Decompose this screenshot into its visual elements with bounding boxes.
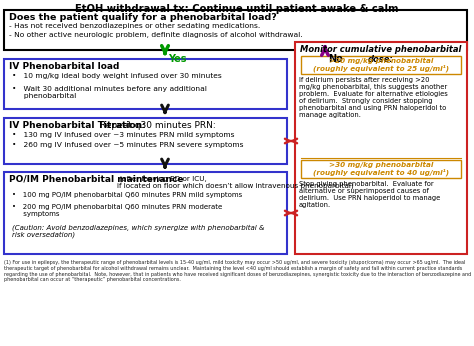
Text: - No other active neurologic problem, definite diagnosis of alcohol withdrawal.: - No other active neurologic problem, de… [9,32,302,38]
Bar [4,59,287,109]
Bar [4,10,467,50]
Text: (after leaving ED or ICU,
if located on floor which doesn’t allow intravenous ph: (after leaving ED or ICU, if located on … [117,175,354,189]
Text: •   200 mg PO/IM phenobarbital Q60 minutes PRN moderate
     symptoms: • 200 mg PO/IM phenobarbital Q60 minutes… [12,204,222,217]
Text: PO/IM Phenobarbital maintenance: PO/IM Phenobarbital maintenance [9,175,183,184]
Text: - Has not received benzodiazepines or other sedating medications.: - Has not received benzodiazepines or ot… [9,23,260,29]
Text: No: No [328,54,343,64]
Text: (1) For use in epilepsy, the therapeutic range of phenobarbital levels is 15-40 : (1) For use in epilepsy, the therapeutic… [4,260,471,282]
Text: IV Phenobarbital load: IV Phenobarbital load [9,62,119,71]
Text: Yes: Yes [168,54,186,64]
Text: >20 mg/kg phenobarbital
(roughly equivalent to 25 ug/ml¹): >20 mg/kg phenobarbital (roughly equival… [313,57,449,72]
Text: Stop giving phenobarbital.  Evaluate for
alternative or superimposed causes of
d: Stop giving phenobarbital. Evaluate for … [299,181,440,208]
Text: >30 mg/kg phenobarbital
(roughly equivalent to 40 ug/ml¹): >30 mg/kg phenobarbital (roughly equival… [313,162,449,176]
Bar [301,56,461,74]
Text: If delirium persists after receiving >20
mg/kg phenobarbital, this suggests anot: If delirium persists after receiving >20… [299,77,448,118]
Text: Monitor cumulative phenobarbital
dose:: Monitor cumulative phenobarbital dose: [301,45,462,64]
Text: •   Wait 30 additional minutes before any additional
     phenobarbital: • Wait 30 additional minutes before any … [12,86,207,99]
Bar [4,118,287,164]
Bar [301,160,461,178]
Text: IV Phenobarbital Titration:: IV Phenobarbital Titration: [9,121,146,130]
Text: EtOH withdrawal tx: Continue until patient awake & calm: EtOH withdrawal tx: Continue until patie… [75,4,399,14]
Text: •   100 mg PO/IM phenobarbital Q60 minutes PRN mild symptoms: • 100 mg PO/IM phenobarbital Q60 minutes… [12,192,242,198]
Bar [295,42,467,254]
Text: •   130 mg IV infused over ~3 minutes PRN mild symptoms: • 130 mg IV infused over ~3 minutes PRN … [12,132,235,138]
Text: •   10 mg/kg ideal body weight infused over 30 minutes: • 10 mg/kg ideal body weight infused ove… [12,73,222,79]
Bar [4,172,287,254]
Text: •   260 mg IV infused over ~5 minutes PRN severe symptoms: • 260 mg IV infused over ~5 minutes PRN … [12,142,244,148]
Text: Does the patient qualify for a phenobarbital load?: Does the patient qualify for a phenobarb… [9,13,277,22]
Text: (Caution: Avoid benzodiazepines, which synergize with phenobarbital &
risk overs: (Caution: Avoid benzodiazepines, which s… [12,224,264,238]
Text: Repeat q30 minutes PRN:: Repeat q30 minutes PRN: [97,121,216,130]
